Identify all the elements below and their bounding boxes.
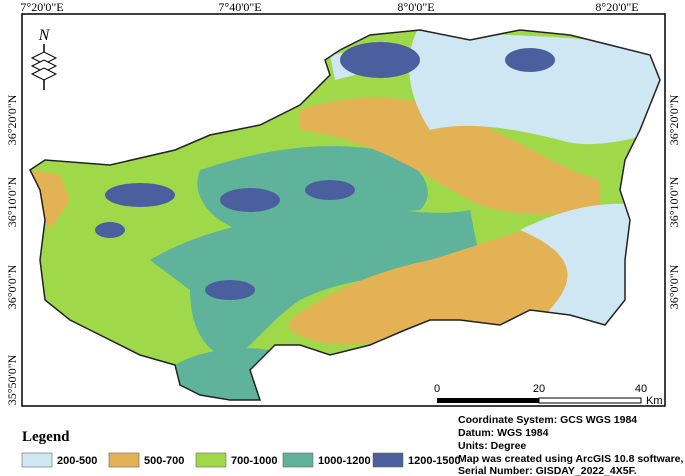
latitude-label: 36°10'0"N: [667, 176, 681, 227]
north-arrow: N: [30, 27, 58, 90]
scale-label: 0: [434, 383, 440, 395]
latitude-label: 36°10'0"N: [5, 176, 19, 227]
top-labels: 7°20'0"E 7°40'0"E 8°0'0"E 8°20'0"E: [20, 0, 638, 14]
legend-label: 700-1000: [231, 455, 278, 467]
legend-swatch: [372, 452, 404, 468]
legend-label: 1000-1200: [318, 455, 371, 467]
zone-area: [520, 203, 640, 340]
zone-area: [220, 188, 280, 212]
legend: 200-500 500-700 700-1000 1000-1200 1200-1500: [21, 452, 461, 468]
longitude-label: 8°20'0"E: [595, 0, 638, 14]
legend-swatch: [195, 452, 227, 468]
scale-bar: 0 20 40 Km: [434, 383, 663, 407]
legend-label: 200-500: [57, 455, 97, 467]
zone-area: [505, 48, 555, 72]
scale-segment: [538, 397, 642, 404]
latitude-label: 36°0'0"N: [5, 264, 19, 309]
longitude-label: 7°20'0"E: [20, 0, 63, 14]
scale-label: 40: [635, 383, 647, 395]
zone-area: [95, 222, 125, 238]
elevation-map: [30, 30, 660, 400]
legend-label: 500-700: [144, 455, 184, 467]
zone-area: [300, 97, 600, 215]
zone-area: [340, 42, 420, 78]
scale-label: 20: [533, 383, 545, 395]
info-line: Coordinate System: GCS WGS 1984: [458, 414, 637, 426]
region-outline: [29, 29, 661, 401]
zone-area: [30, 170, 70, 230]
north-layer: [30, 67, 58, 81]
north-label: N: [38, 27, 51, 44]
zone-area: [150, 207, 480, 360]
info-line: Units: Degree: [458, 440, 526, 452]
latitude-label: 36°0'0"N: [667, 264, 681, 309]
legend-swatch: [21, 452, 53, 468]
info-line: Map was created using ArcGIS 10.8 softwa…: [458, 453, 684, 465]
scale-segment: [437, 398, 539, 403]
latitude-label: 35°50'0"N: [5, 354, 19, 405]
map-frame: [21, 13, 666, 407]
latitude-label: 36°20'0"N: [667, 94, 681, 145]
legend-title: Legend: [22, 429, 70, 445]
longitude-label: 7°40'0"E: [218, 0, 261, 14]
zone-area: [205, 280, 255, 300]
zone-area: [175, 348, 270, 400]
info-block: Coordinate System: GCS WGS 1984 Datum: W…: [458, 414, 684, 476]
info-line: Serial Number: GISDAY_2022_4X5F.: [458, 465, 637, 476]
info-line: Datum: WGS 1984: [458, 427, 549, 439]
latitude-label: 36°20'0"N: [5, 94, 19, 145]
scale-unit: Km: [646, 395, 663, 407]
zone-area: [105, 183, 175, 207]
legend-swatch: [282, 452, 314, 468]
zone-area: [305, 180, 355, 200]
longitude-label: 8°0'0"E: [397, 0, 434, 14]
legend-label: 1200-1500: [408, 455, 461, 467]
right-labels: 36°20'0"N 36°10'0"N 36°0'0"N: [667, 94, 681, 309]
left-labels: 36°20'0"N 36°10'0"N 36°0'0"N 35°50'0"N: [5, 94, 19, 405]
zone-area: [409, 30, 660, 145]
legend-swatch: [108, 452, 140, 468]
